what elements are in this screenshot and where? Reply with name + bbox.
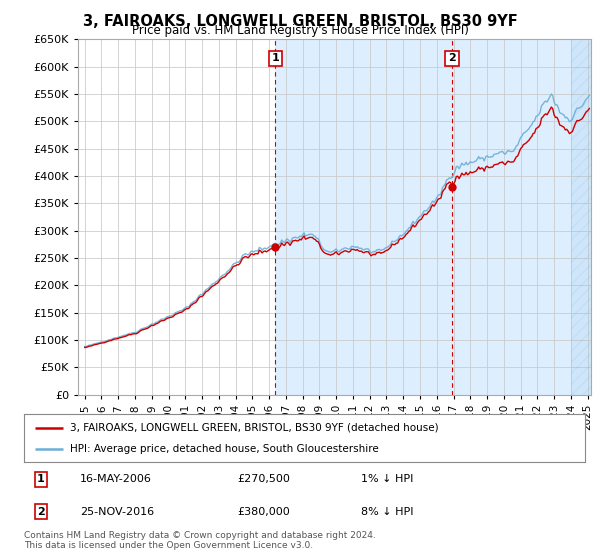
Text: £380,000: £380,000: [237, 507, 290, 517]
Text: 8% ↓ HPI: 8% ↓ HPI: [361, 507, 413, 517]
Text: 1: 1: [271, 53, 279, 63]
Text: 1: 1: [37, 474, 45, 484]
Bar: [571, 39, 591, 395]
Text: 3, FAIROAKS, LONGWELL GREEN, BRISTOL, BS30 9YF (detached house): 3, FAIROAKS, LONGWELL GREEN, BRISTOL, BS…: [70, 423, 439, 433]
Text: 25-NOV-2016: 25-NOV-2016: [80, 507, 154, 517]
Text: 2: 2: [37, 507, 45, 517]
Text: Price paid vs. HM Land Registry's House Price Index (HPI): Price paid vs. HM Land Registry's House …: [131, 24, 469, 37]
Text: Contains HM Land Registry data © Crown copyright and database right 2024.
This d: Contains HM Land Registry data © Crown c…: [24, 531, 376, 550]
Bar: [571, 39, 591, 395]
Text: 2: 2: [448, 53, 456, 63]
Text: 3, FAIROAKS, LONGWELL GREEN, BRISTOL, BS30 9YF: 3, FAIROAKS, LONGWELL GREEN, BRISTOL, BS…: [83, 14, 517, 29]
Text: 1% ↓ HPI: 1% ↓ HPI: [361, 474, 413, 484]
Text: HPI: Average price, detached house, South Gloucestershire: HPI: Average price, detached house, Sout…: [70, 444, 379, 454]
Text: 16-MAY-2006: 16-MAY-2006: [80, 474, 152, 484]
Bar: [275, 39, 591, 395]
Text: £270,500: £270,500: [237, 474, 290, 484]
